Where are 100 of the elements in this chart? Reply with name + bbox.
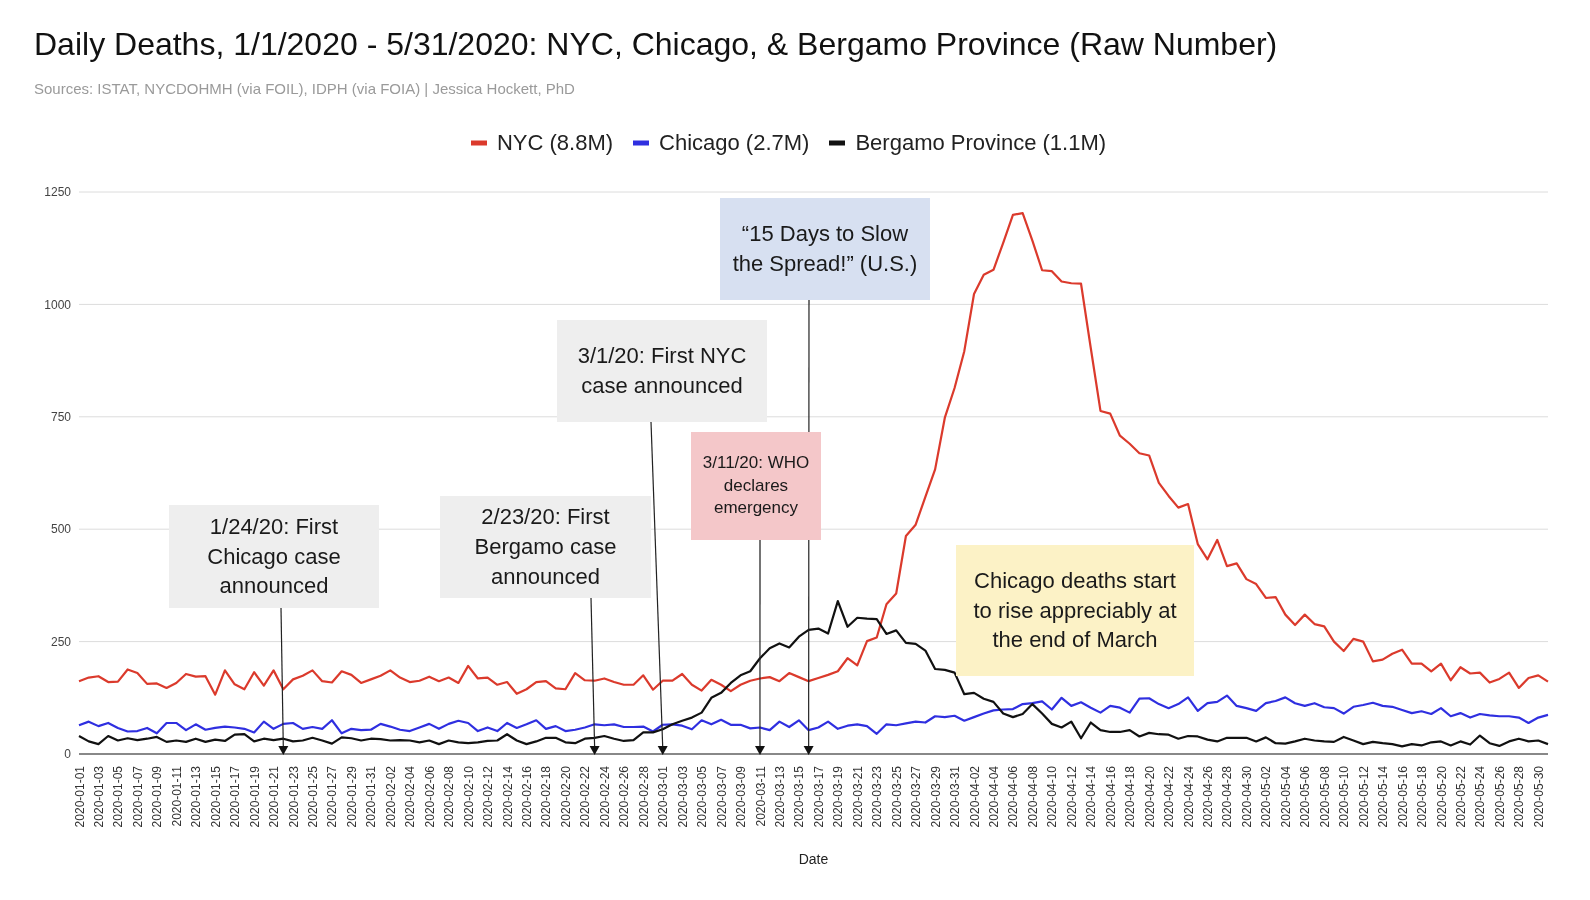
legend-label: Chicago (2.7M) <box>659 130 810 156</box>
x-tick-label: 2020-01-03 <box>91 765 106 828</box>
x-tick-label: 2020-05-10 <box>1337 765 1352 828</box>
x-tick-label: 2020-03-25 <box>889 765 904 828</box>
x-tick-label: 2020-05-22 <box>1453 765 1468 828</box>
x-tick-label: 2020-02-08 <box>442 765 457 828</box>
x-tick-label: 2020-03-11 <box>753 765 768 827</box>
legend-label: NYC (8.8M) <box>496 130 614 156</box>
x-tick-label: 2020-01-13 <box>189 765 204 828</box>
x-tick-label: 2020-01-29 <box>344 765 359 828</box>
annotation: 3/11/20: WHO declares emergency <box>701 451 811 520</box>
chart-title: Daily Deaths, 1/1/2020 - 5/31/2020: NYC, Chicago, & Bergamo Province (Raw Number) <box>34 26 1278 63</box>
x-tick-label: 2020-03-15 <box>792 765 807 828</box>
x-tick-label: 2020-05-06 <box>1298 765 1313 828</box>
x-tick-label: 2020-05-08 <box>1317 765 1332 828</box>
line-series <box>77 600 1550 748</box>
x-tick-label: 2020-01-27 <box>325 765 340 828</box>
x-tick-label: 2020-04-16 <box>1103 765 1118 828</box>
x-tick-label: 2020-03-27 <box>909 765 924 828</box>
annotation: 3/1/20: First NYC case announced <box>576 342 748 400</box>
x-tick-label: 2020-05-28 <box>1512 765 1527 828</box>
x-tick-label: 2020-05-16 <box>1395 765 1410 828</box>
callout-box: 3/1/20: First NYC case announced <box>557 320 767 422</box>
x-tick-label: 2020-05-26 <box>1492 765 1507 828</box>
x-tick-label: 2020-03-13 <box>772 765 787 828</box>
x-tick-label: 2020-04-12 <box>1064 765 1079 828</box>
x-tick-label: 2020-05-04 <box>1278 765 1293 828</box>
x-tick-label: 2020-02-26 <box>617 765 632 828</box>
x-tick-label: 2020-04-10 <box>1045 765 1060 828</box>
x-tick-label: 2020-04-14 <box>1084 765 1099 828</box>
x-tick-label: 2020-03-31 <box>948 765 963 828</box>
x-tick-label: 2020-02-24 <box>597 765 612 828</box>
x-tick-label: 2020-05-20 <box>1434 765 1449 828</box>
x-tick-label: 2020-02-14 <box>500 765 515 828</box>
x-tick-label: 2020-02-10 <box>461 765 476 828</box>
x-tick-label: 2020-02-16 <box>520 765 535 828</box>
x-tick-label: 2020-03-29 <box>928 765 943 828</box>
x-tick-label: 2020-01-07 <box>130 765 145 828</box>
x-tick-label: 2020-01-31 <box>364 765 379 828</box>
x-tick-label: 2020-01-11 <box>169 765 184 827</box>
x-tick-label: 2020-02-06 <box>422 765 437 828</box>
line-series <box>77 212 1550 696</box>
x-tick-label: 2020-05-24 <box>1473 765 1488 828</box>
y-tick-label: 0 <box>64 747 72 762</box>
y-tick-label: 250 <box>50 634 72 649</box>
callout-box: Chicago deaths start to rise appreciably at the end of March <box>956 545 1194 676</box>
x-tick-label: 2020-05-12 <box>1356 765 1371 828</box>
x-tick-label: 2020-03-07 <box>714 765 729 828</box>
x-tick-label: 2020-02-02 <box>383 765 398 828</box>
x-tick-label: 2020-01-15 <box>208 765 223 828</box>
x-tick-label: 2020-03-19 <box>831 765 846 828</box>
annotation: 2/23/20: First Bergamo case announced <box>473 503 618 591</box>
line-series <box>77 694 1550 735</box>
x-tick-label: 2020-04-30 <box>1239 765 1254 828</box>
x-tick-label: 2020-01-01 <box>72 765 87 828</box>
x-tick-label: 2020-04-04 <box>987 765 1001 828</box>
callout-box: 1/24/20: First Chicago case announced <box>169 505 379 608</box>
x-tick-label: 2020-04-26 <box>1201 765 1216 828</box>
x-tick-label: 2020-04-08 <box>1025 765 1040 828</box>
x-tick-label: 2020-03-01 <box>656 765 671 828</box>
annotation: 1/24/20: First Chicago case announced <box>206 512 342 601</box>
x-tick-label: 2020-04-02 <box>967 765 982 828</box>
x-tick-label: 2020-04-24 <box>1181 765 1196 828</box>
x-tick-label: 2020-03-21 <box>850 765 865 828</box>
x-tick-label: 2020-02-18 <box>539 765 554 828</box>
annotation: “15 Days to Slow the Spread!” (U.S.) <box>731 220 919 278</box>
y-tick-label: 750 <box>50 410 72 425</box>
x-tick-label: 2020-04-20 <box>1142 765 1157 828</box>
x-axis-title: Date <box>798 851 829 867</box>
x-tick-label: 2020-01-23 <box>286 765 301 828</box>
x-tick-label: 2020-05-18 <box>1415 765 1430 828</box>
x-tick-label: 2020-01-19 <box>247 765 262 828</box>
x-tick-label: 2020-03-05 <box>695 765 710 828</box>
x-tick-label: 2020-05-02 <box>1259 765 1274 828</box>
x-tick-label: 2020-04-18 <box>1123 765 1138 828</box>
x-tick-label: 2020-05-30 <box>1531 765 1546 828</box>
x-tick-label: 2020-04-28 <box>1220 765 1235 828</box>
x-tick-label: 2020-03-17 <box>811 765 826 828</box>
x-tick-label: 2020-03-09 <box>734 765 749 828</box>
x-tick-label: 2020-02-12 <box>481 765 496 828</box>
x-tick-label: 2020-02-04 <box>403 765 418 828</box>
x-tick-label: 2020-01-05 <box>111 765 126 828</box>
x-tick-label: 2020-05-14 <box>1376 765 1391 828</box>
x-tick-label: 2020-03-23 <box>870 765 885 828</box>
x-tick-label: 2020-02-20 <box>558 765 573 828</box>
callout-box: 2/23/20: First Bergamo case announced <box>440 496 651 598</box>
callout-box: “15 Days to Slow the Spread!” (U.S.) <box>720 198 930 300</box>
y-tick-label: 1250 <box>44 185 72 200</box>
x-tick-label: 2020-02-22 <box>578 765 593 828</box>
x-tick-label: 2020-01-09 <box>150 765 165 828</box>
x-tick-label: 2020-03-03 <box>675 765 690 828</box>
x-tick-label: 2020-02-28 <box>636 765 651 828</box>
x-tick-label: 2020-01-25 <box>306 765 320 828</box>
annotation: Chicago deaths start to rise appreciably at the end of March <box>972 566 1178 655</box>
legend-label: Bergamo Province (1.1M) <box>855 130 1107 156</box>
x-tick-label: 2020-01-21 <box>267 765 282 828</box>
chart-subtitle: Sources: ISTAT, NYCDOHMH (via FOIL), IDPH (via FOIA) | Jessica Hockett, PhD <box>34 80 575 97</box>
y-tick-label: 500 <box>50 522 72 537</box>
x-tick-label: 2020-01-17 <box>228 765 243 828</box>
x-tick-label: 2020-04-06 <box>1006 765 1021 828</box>
